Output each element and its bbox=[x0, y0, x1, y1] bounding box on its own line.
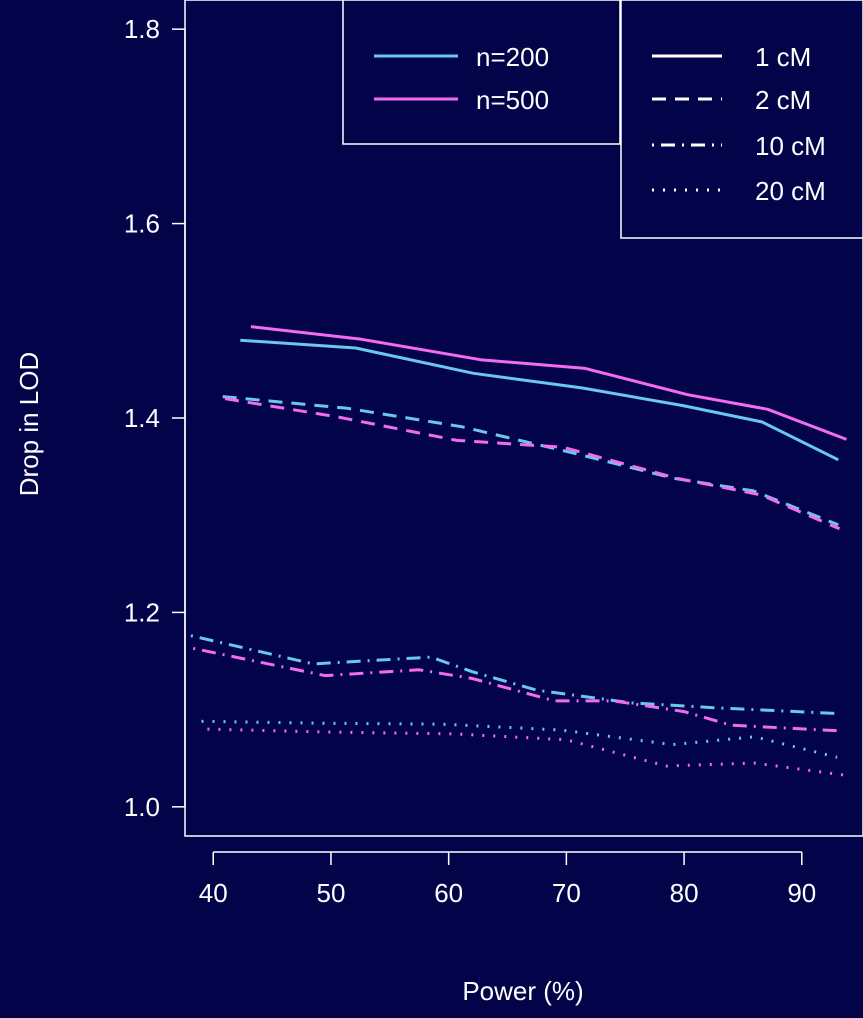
y-tick-label: 1.8 bbox=[124, 14, 160, 44]
legend-n500-label: n=500 bbox=[476, 85, 549, 115]
x-tick-label: 80 bbox=[670, 878, 699, 908]
legend-20cm-label: 20 cM bbox=[755, 176, 826, 206]
legend-10cm-label: 10 cM bbox=[755, 131, 826, 161]
series-line-n500-10cm bbox=[192, 646, 844, 733]
legend-distance: 1 cM 2 cM 10 cM 20 cM bbox=[620, 0, 863, 239]
legend-n200-label: n=200 bbox=[476, 42, 549, 72]
y-tick-label: 1.6 bbox=[124, 209, 160, 239]
x-tick-label: 50 bbox=[316, 878, 345, 908]
x-tick-label: 70 bbox=[552, 878, 581, 908]
x-tick-label: 40 bbox=[199, 878, 228, 908]
y-tick-label: 1.4 bbox=[124, 403, 160, 433]
legend-sample-size: n=200 n=500 bbox=[342, 0, 621, 145]
y-tick-label: 1.2 bbox=[124, 597, 160, 627]
x-tick-label: 90 bbox=[787, 878, 816, 908]
series-line-n200-2cm bbox=[222, 395, 839, 527]
series-line-n200-10cm bbox=[190, 634, 838, 715]
y-tick-label: 1.0 bbox=[124, 792, 160, 822]
legend-1cm-label: 1 cM bbox=[755, 42, 811, 72]
y-axis: 1.0 1.2 1.4 1.6 1.8 bbox=[124, 14, 186, 822]
series-layer bbox=[190, 325, 850, 778]
legend-distance-box bbox=[620, 0, 863, 239]
series-line-n500-1cm bbox=[250, 325, 848, 441]
series-line-n200-1cm bbox=[240, 338, 839, 462]
x-axis: 40 50 60 70 80 90 bbox=[199, 851, 816, 908]
x-axis-title: Power (%) bbox=[462, 976, 583, 1006]
legend-2cm-label: 2 cM bbox=[755, 85, 811, 115]
legend-sample-size-box bbox=[342, 0, 621, 145]
series-line-n500-20cm bbox=[207, 727, 850, 778]
x-tick-label: 60 bbox=[434, 878, 463, 908]
y-axis-title: Drop in LOD bbox=[14, 352, 44, 497]
